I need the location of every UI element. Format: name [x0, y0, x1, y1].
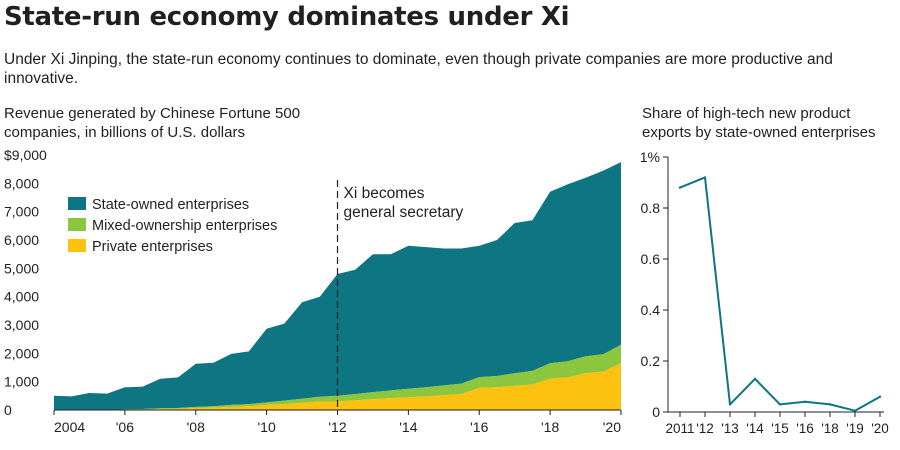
- chart-title: State-run economy dominates under Xi: [4, 2, 570, 32]
- line-y-tick-label: 0.8: [641, 200, 661, 216]
- soe-export-share-point: [778, 403, 782, 406]
- private-enterprises-area: [54, 363, 621, 410]
- line-x-tick-label: 2011: [665, 421, 694, 436]
- area-y-tick-label: 2,000: [4, 345, 39, 361]
- legend-label: Private enterprises: [92, 239, 213, 255]
- legend-label: State-owned enterprises: [92, 197, 249, 213]
- mixed-ownership-enterprises-area: [54, 344, 621, 410]
- legend-swatch: [68, 218, 86, 231]
- soe-export-share-point: [803, 400, 807, 403]
- area-y-tick-label: 7,000: [4, 204, 39, 220]
- line-x-tick-label: '12: [696, 421, 714, 436]
- area-y-tick-label: 0: [4, 402, 12, 418]
- line-x-tick-label: '16: [796, 421, 814, 436]
- legend-swatch: [68, 197, 86, 210]
- line-x-tick-label: '20: [871, 421, 889, 436]
- area-y-tick-label: 5,000: [4, 260, 39, 276]
- line-x-tick-label: '19: [846, 421, 864, 436]
- area-x-tick-label: '08: [187, 419, 205, 435]
- area-x-tick-label: '06: [116, 419, 134, 435]
- soe-export-share-point: [878, 395, 882, 398]
- line-x-tick-label: '13: [721, 421, 739, 436]
- soe-export-share-point: [828, 403, 832, 406]
- line-chart-title: Share of high-tech new product exports b…: [642, 105, 876, 141]
- xi-annotation-label: Xi becomes: [344, 185, 425, 202]
- area-y-tick-label: 4,000: [4, 289, 39, 305]
- area-x-tick-label: 2004: [54, 419, 85, 435]
- soe-export-share-point: [678, 186, 682, 189]
- soe-export-share-point: [703, 176, 707, 179]
- soe-export-share-point: [728, 403, 732, 406]
- area-y-tick-label: 3,000: [4, 317, 39, 333]
- area-y-tick-label: 6,000: [4, 232, 39, 248]
- soe-export-share-point: [753, 377, 757, 381]
- line-y-tick-label: 0.4: [641, 302, 661, 318]
- area-y-tick-label: 1,000: [4, 374, 39, 390]
- line-x-tick-label: '14: [746, 421, 764, 436]
- legend-label: Mixed-ownership enterprises: [92, 218, 277, 234]
- line-y-tick-label: 0.6: [641, 251, 661, 267]
- line-y-tick-label: 1%: [640, 149, 660, 165]
- area-x-tick-label: '16: [470, 419, 488, 435]
- line-x-tick-label: '18: [821, 421, 839, 436]
- legend-swatch: [68, 239, 86, 252]
- line-y-tick-label: 0.2: [641, 353, 661, 369]
- chart-subtitle: Under Xi Jinping, the state-run economy …: [4, 51, 833, 87]
- area-chart-title: Revenue generated by Chinese Fortune 500…: [4, 105, 301, 141]
- area-y-tick-label: $9,000: [4, 147, 47, 163]
- soe-export-share-point: [853, 409, 857, 412]
- area-x-tick-label: '10: [258, 419, 276, 435]
- soe-export-share-line: [679, 176, 881, 412]
- area-x-tick-label: '12: [328, 419, 346, 435]
- area-x-tick-label: '18: [541, 419, 559, 435]
- line-y-tick-label: 0: [652, 404, 660, 420]
- area-x-tick-label: '14: [399, 419, 417, 435]
- xi-annotation-label: general secretary: [344, 204, 464, 221]
- area-x-tick-label: '20: [603, 419, 621, 435]
- area-y-tick-label: 8,000: [4, 175, 39, 191]
- line-x-tick-label: '15: [771, 421, 789, 436]
- state-owned-enterprises-area: [54, 162, 621, 410]
